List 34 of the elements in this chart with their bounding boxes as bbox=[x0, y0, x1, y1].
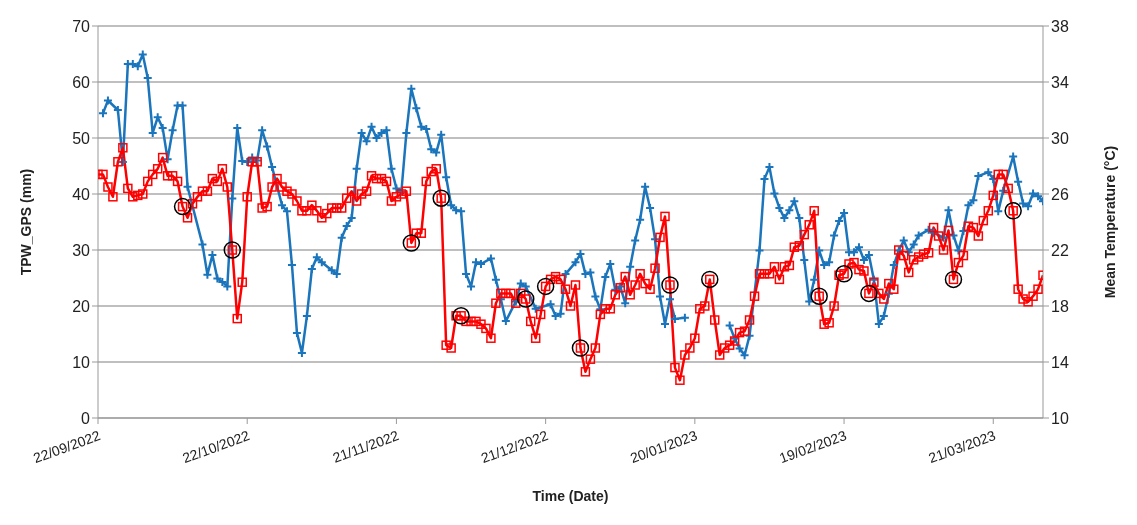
point bbox=[571, 339, 590, 357]
y2-tick-label: 34 bbox=[1051, 73, 1069, 91]
y2-tick-label: 38 bbox=[1051, 17, 1069, 35]
point bbox=[452, 307, 470, 325]
y-tick-label: 40 bbox=[72, 185, 91, 203]
point bbox=[536, 277, 555, 296]
point bbox=[810, 287, 828, 305]
x-axis-title: Time (Date) bbox=[532, 488, 609, 504]
y-tick-label: 60 bbox=[72, 73, 91, 91]
point bbox=[516, 290, 535, 308]
y2-tick-label: 22 bbox=[1051, 241, 1069, 259]
point bbox=[701, 270, 719, 289]
point bbox=[173, 197, 192, 216]
point bbox=[661, 276, 679, 294]
point bbox=[860, 284, 878, 303]
point bbox=[432, 189, 450, 207]
point bbox=[944, 270, 963, 289]
y2-tick-label: 18 bbox=[1051, 297, 1069, 315]
point bbox=[1004, 202, 1022, 220]
y-tick-label: 10 bbox=[72, 353, 91, 371]
y2-tick-label: 14 bbox=[1051, 353, 1069, 371]
y-tick-label: 0 bbox=[81, 409, 91, 427]
y-tick-label: 70 bbox=[72, 17, 91, 35]
point bbox=[835, 265, 853, 283]
y-tick-label: 30 bbox=[72, 241, 91, 259]
y-tick-label: 50 bbox=[72, 129, 91, 147]
y2-tick-label: 10 bbox=[1051, 409, 1069, 427]
point bbox=[223, 241, 242, 259]
point bbox=[402, 234, 421, 252]
y-axis-title: TPW_GPS (mm) bbox=[17, 168, 34, 276]
y2-tick-label: 26 bbox=[1051, 185, 1069, 203]
y2-tick-label: 30 bbox=[1051, 129, 1069, 147]
y-tick-label: 20 bbox=[72, 297, 91, 315]
y2-axis-title: Mean Temperature (°C) bbox=[1101, 145, 1118, 299]
